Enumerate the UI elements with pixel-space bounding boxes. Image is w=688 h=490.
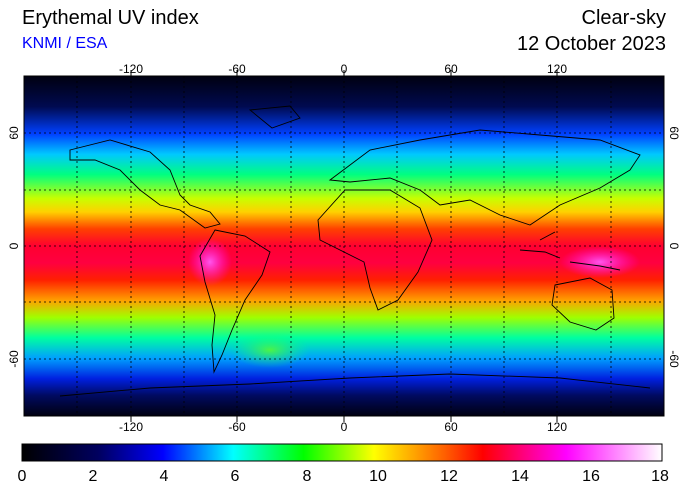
australia-outline <box>551 277 615 331</box>
lon-label-top: 60 <box>444 62 458 76</box>
sky-mode-label: Clear-sky <box>581 7 666 29</box>
lat-label-left: -60 <box>7 350 21 368</box>
date-label: 12 October 2023 <box>517 33 666 55</box>
colorbar-tick-labels: 0 2 4 6 8 10 12 14 16 18 <box>18 468 669 485</box>
colorbar-tick: 0 <box>18 468 27 485</box>
south-america-outline <box>199 229 271 374</box>
map-title: Erythemal UV index <box>22 7 199 29</box>
north-america-outline <box>69 139 221 229</box>
colorbar-tick: 6 <box>231 468 240 485</box>
lon-label-bottom: 120 <box>547 420 567 434</box>
graticule <box>24 76 664 416</box>
greenland-outline <box>248 105 301 129</box>
lon-label-top: 0 <box>341 62 348 76</box>
lon-label-bottom: -60 <box>228 420 246 434</box>
lon-label-bottom: 60 <box>444 420 458 434</box>
andes-high-uv-area <box>188 238 232 286</box>
lat-label-left: 60 <box>7 126 21 140</box>
lat-label-right: 0 <box>667 243 681 250</box>
colorbar-tick: 12 <box>440 468 458 485</box>
lon-label-top: -60 <box>228 62 246 76</box>
colorbar-tick: 2 <box>89 468 98 485</box>
lat-label-left: 0 <box>7 242 21 249</box>
uv-colorbar <box>21 443 663 462</box>
maritime-islands-outline <box>519 231 621 271</box>
colorbar-tick: 10 <box>369 468 387 485</box>
lon-label-top: -120 <box>119 62 143 76</box>
colorbar-tick: 14 <box>511 468 529 485</box>
credit-label: KNMI / ESA <box>22 35 108 52</box>
lat-label-right: 60 <box>667 126 681 140</box>
axis-tick-marks <box>130 70 558 422</box>
lon-label-top: 120 <box>547 62 567 76</box>
lon-label-bottom: -120 <box>119 420 143 434</box>
colorbar-tick: 8 <box>303 468 312 485</box>
antarctica-outline <box>59 373 651 397</box>
colorbar-tick: 16 <box>582 468 600 485</box>
lat-label-right: -60 <box>667 350 681 368</box>
eurasia-outline <box>328 129 641 226</box>
south-atlantic-low-uv-area <box>230 332 310 368</box>
colorbar-tick: 18 <box>651 468 669 485</box>
colorbar-tick: 4 <box>160 468 169 485</box>
lon-label-bottom: 0 <box>341 420 348 434</box>
